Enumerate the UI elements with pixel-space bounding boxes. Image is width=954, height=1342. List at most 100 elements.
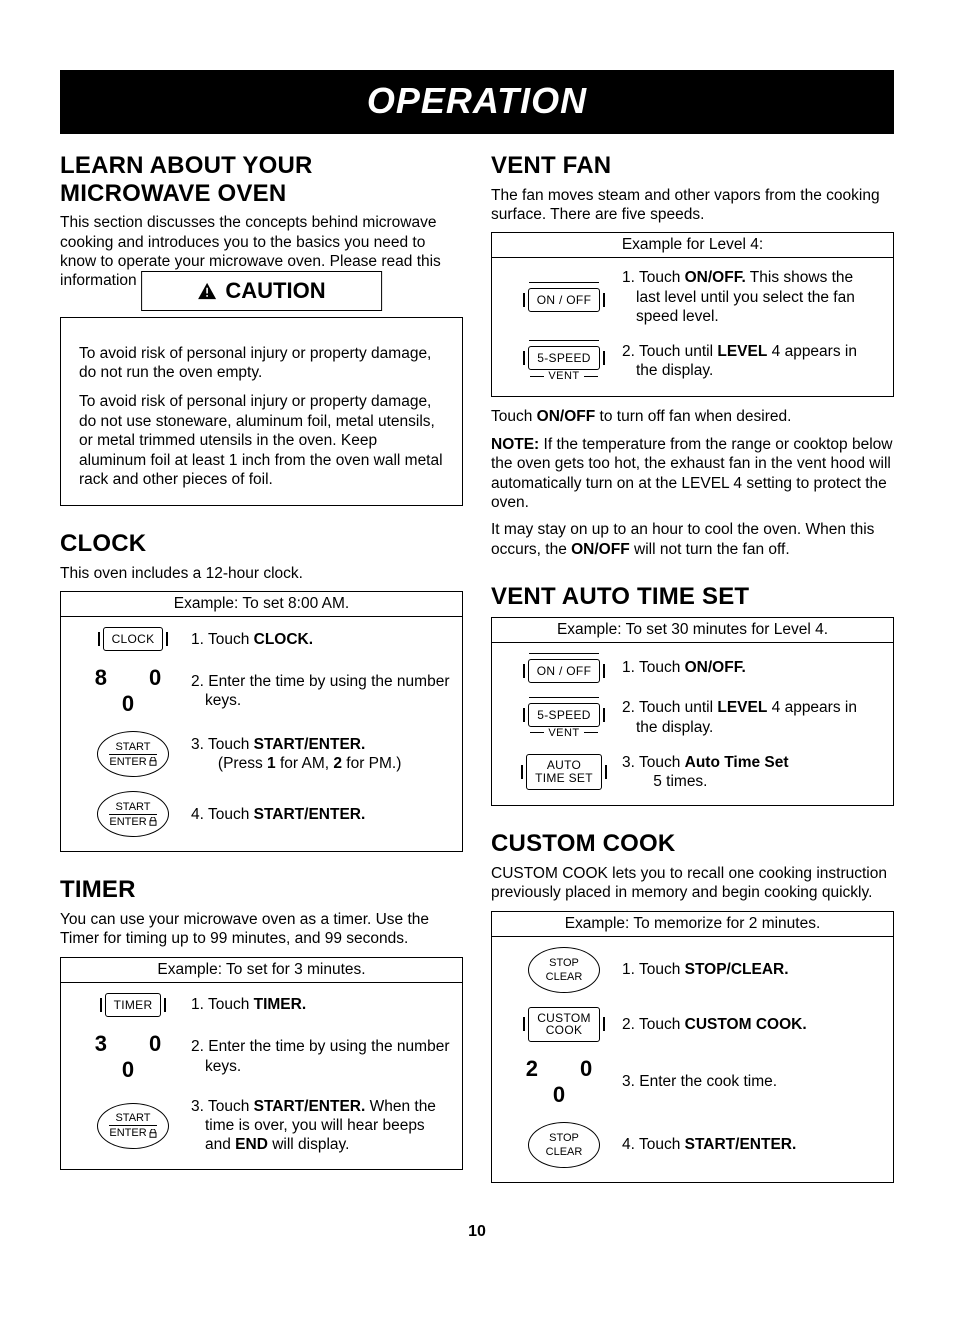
ventauto-heading: VENT AUTO TIME SET	[491, 583, 894, 611]
custom-example-box: Example: To memorize for 2 minutes. STOP…	[491, 911, 894, 1183]
caution-label: CAUTION	[225, 278, 325, 304]
clock-step3-one: 1	[267, 755, 276, 772]
start-label: START	[115, 741, 150, 753]
ventauto-step3-bold: Auto Time Set	[685, 754, 789, 771]
ventfan-step2-num: 4	[767, 343, 780, 360]
stopclear-button-icon: STOP CLEAR	[528, 947, 600, 993]
vent-label: VENT	[548, 370, 579, 382]
timer-step1-pre: 1. Touch	[191, 996, 254, 1013]
custom-step4: 4. Touch START/ENTER.	[624, 1135, 881, 1154]
custom-step1-pre: 1. Touch	[622, 961, 685, 978]
stop-label: STOP	[549, 957, 579, 969]
clock-step2-text: 2. Enter the time by using the number ke…	[193, 672, 450, 711]
lock-icon	[149, 1129, 157, 1138]
custom-step2: 2. Touch CUSTOM COOK.	[624, 1015, 881, 1034]
caution-box: To avoid risk of personal injury or prop…	[60, 317, 463, 507]
start-enter-button-icon-3: START ENTER	[97, 1103, 169, 1149]
caution-wrapper: CAUTION To avoid risk of personal injury…	[60, 317, 463, 507]
ventfan-example-box: Example for Level 4: ON / OFF 1. Touch O…	[491, 232, 894, 397]
clock-step3: 3. Touch START/ENTER. (Press 1 for AM, 2…	[193, 735, 450, 774]
start-enter-button-icon-2: START ENTER	[97, 791, 169, 837]
enter-label-2: ENTER	[109, 816, 146, 828]
lock-icon	[149, 817, 157, 826]
clock-intro: This oven includes a 12-hour clock.	[60, 564, 463, 583]
ventauto-step3-post: 5 times.	[649, 773, 708, 790]
ventfan-step2: 2. Touch until LEVEL 4 appears in the di…	[624, 342, 881, 381]
ventfan-note-a: NOTE:	[491, 436, 539, 453]
caution-p2: To avoid risk of personal injury or prop…	[79, 392, 444, 489]
clock-step3-postb: for AM,	[276, 755, 334, 772]
timer-step3-postb: will display.	[268, 1136, 350, 1153]
ventauto-step1-bold: ON/OFF.	[685, 659, 746, 676]
timer-step1: 1. Touch TIMER.	[193, 995, 450, 1014]
onoff-button-icon-2: ON / OFF	[528, 653, 600, 683]
ventfan-heading: VENT FAN	[491, 152, 894, 180]
clock-step3-two: 2	[333, 755, 342, 772]
fivespeed-button-icon: 5-SPEED VENT	[528, 340, 599, 382]
clock-digits: 8 0 0	[73, 665, 193, 717]
start-label-3: START	[115, 1112, 150, 1124]
stop-label-2: STOP	[549, 1132, 579, 1144]
clear-label: CLEAR	[546, 971, 583, 983]
ventauto-example-title: Example: To set 30 minutes for Level 4.	[492, 618, 893, 643]
custom-heading: CUSTOM COOK	[491, 830, 894, 858]
enter-label-3: ENTER	[109, 1127, 146, 1139]
clock-step1-bold: CLOCK.	[254, 631, 313, 648]
ventauto-step2-bold: LEVEL	[717, 699, 767, 716]
timer-example-box: Example: To set for 3 minutes. TIMER 1. …	[60, 957, 463, 1170]
customcook-button-icon: CUSTOMCOOK	[528, 1007, 600, 1042]
clock-step4-bold: START/ENTER.	[254, 806, 366, 823]
fivespeed-label-2: 5-SPEED	[528, 703, 599, 727]
clock-example-box: Example: To set 8:00 AM. CLOCK 1. Touch …	[60, 591, 463, 852]
custom-step1-bold: STOP/CLEAR.	[685, 961, 789, 978]
ventfan-post-b: ON/OFF	[571, 541, 630, 558]
enter-label: ENTER	[109, 756, 146, 768]
custom-digits: 2 0 0	[504, 1056, 624, 1108]
page-number: 10	[60, 1223, 894, 1241]
timer-digits: 3 0 0	[73, 1031, 193, 1083]
ventfan-after-c: to turn off fan when desired.	[595, 408, 791, 425]
ventfan-after-a: Touch	[491, 408, 537, 425]
clock-step4-pre: 4. Touch	[191, 806, 254, 823]
ventauto-example-box: Example: To set 30 minutes for Level 4. …	[491, 617, 894, 807]
timer-intro: You can use your microwave oven as a tim…	[60, 910, 463, 949]
ventfan-step1-pre: 1. Touch	[622, 269, 685, 286]
ventfan-note-b: If the temperature from the range or coo…	[491, 436, 892, 511]
learn-heading: LEARN ABOUT YOUR MICROWAVE OVEN	[60, 152, 463, 207]
ventauto-step2-pre: 2. Touch until	[622, 699, 717, 716]
ventauto-step3: 3. Touch Auto Time Set 5 times.	[624, 753, 881, 792]
custom-step2-pre: 2. Touch	[622, 1016, 685, 1033]
ventauto-step3-pre: 3. Touch	[622, 754, 685, 771]
clock-step4: 4. Touch START/ENTER.	[193, 805, 450, 824]
timer-step3-pre: 3. Touch	[191, 1098, 254, 1115]
clock-step3-postc: for PM.)	[342, 755, 401, 772]
custom-intro: CUSTOM COOK lets you to recall one cooki…	[491, 864, 894, 903]
start-label-2: START	[115, 801, 150, 813]
timer-step3-bold: START/ENTER.	[254, 1098, 366, 1115]
ventfan-after-b: ON/OFF	[537, 408, 596, 425]
timer-step3: 3. Touch START/ENTER. When the time is o…	[193, 1097, 450, 1155]
custom-step4-pre: 4. Touch	[622, 1136, 685, 1153]
timeset-label: TIME SET	[535, 771, 593, 785]
autotimeset-button-icon: AUTOTIME SET	[526, 754, 602, 789]
ventauto-step1: 1. Touch ON/OFF.	[624, 658, 881, 677]
onoff-label: ON / OFF	[528, 288, 600, 312]
onoff-label-2: ON / OFF	[528, 659, 600, 683]
custom-step4-bold: START/ENTER.	[685, 1136, 797, 1153]
ventfan-post-c: will not turn the fan off.	[630, 541, 790, 558]
ventfan-example-title: Example for Level 4:	[492, 233, 893, 258]
fivespeed-label: 5-SPEED	[528, 346, 599, 370]
ventfan-step1: 1. Touch ON/OFF. This shows the last lev…	[624, 268, 881, 326]
caution-p1: To avoid risk of personal injury or prop…	[79, 344, 444, 383]
timer-step2-text: 2. Enter the time by using the number ke…	[193, 1037, 450, 1076]
lock-icon	[149, 757, 157, 766]
clock-example-title: Example: To set 8:00 AM.	[61, 592, 462, 617]
vent-label-2: VENT	[548, 727, 579, 739]
clock-step3-pre: 3. Touch	[191, 736, 254, 753]
start-enter-button-icon: START ENTER	[97, 731, 169, 777]
onoff-button-icon: ON / OFF	[528, 282, 600, 312]
custom-step2-bold: CUSTOM COOK.	[685, 1016, 807, 1033]
timer-heading: TIMER	[60, 876, 463, 904]
clock-step1-pre: 1. Touch	[191, 631, 254, 648]
caution-header: CAUTION	[141, 271, 383, 311]
